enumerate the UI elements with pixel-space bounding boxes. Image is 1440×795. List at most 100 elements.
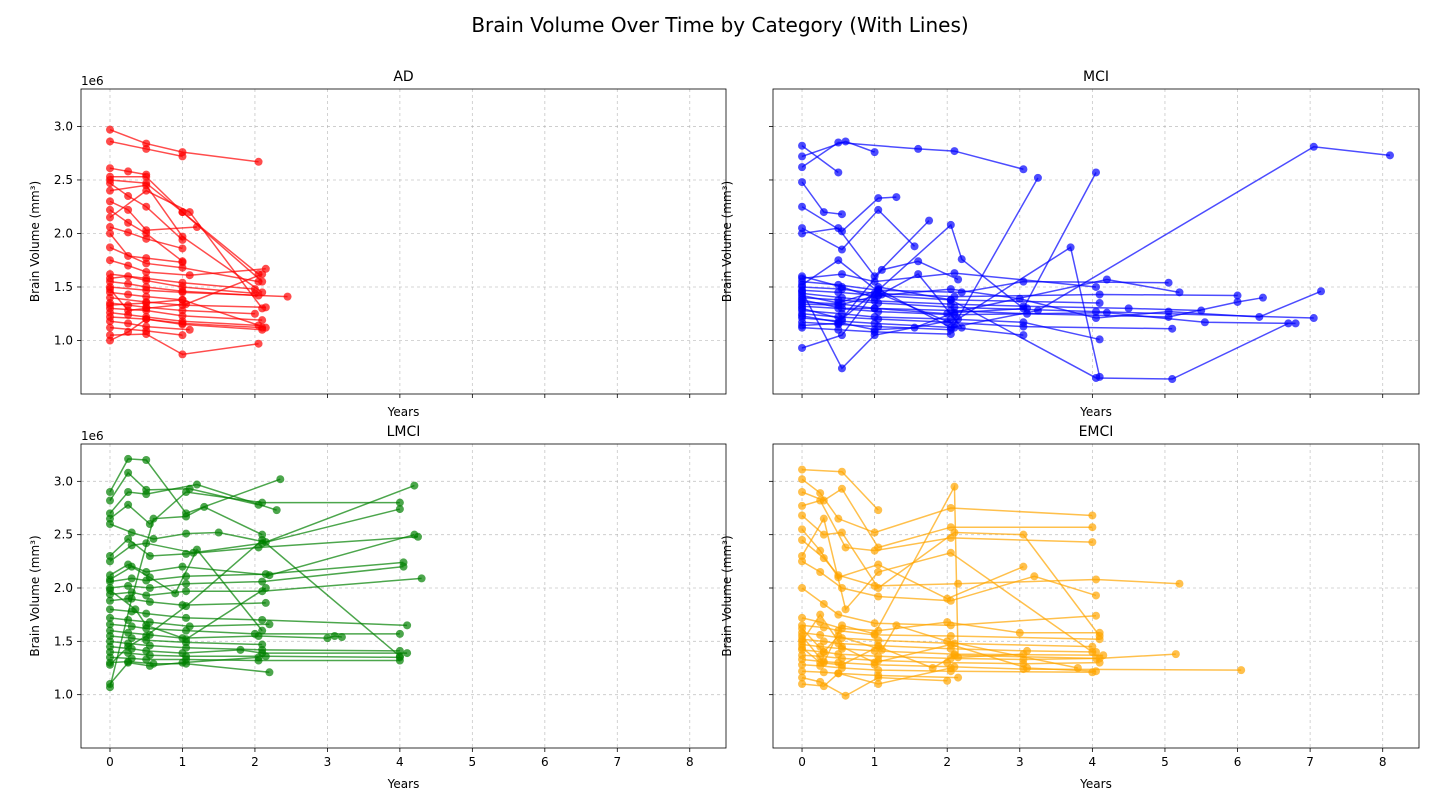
subject-trajectory [105,454,285,518]
data-point [149,534,158,543]
data-point [954,673,963,682]
data-point [914,270,923,279]
data-point [1095,635,1104,644]
data-point [1291,319,1300,328]
data-point [1233,297,1242,306]
data-point [254,653,263,662]
data-point [914,257,923,266]
data-point [834,669,843,678]
series-line [801,309,1100,341]
data-point [105,620,114,629]
y-offset-label: 1e6 [81,429,104,443]
y-tick-label: 1.5 [54,280,73,294]
data-point [1124,304,1133,313]
data-point [819,530,828,539]
data-point [124,272,133,281]
data-point [819,600,828,608]
x-tick-label: 2 [943,755,951,769]
data-point [841,137,850,146]
series-line [109,128,259,163]
data-point [816,489,825,498]
data-point [874,642,883,651]
series-line [109,508,401,562]
data-point [837,364,846,373]
data-point [182,488,191,496]
data-point [874,285,883,294]
data-point [178,263,187,272]
series-line [109,565,404,589]
data-point [258,616,267,624]
data-point [178,350,187,359]
data-point [395,629,404,638]
data-point [946,664,955,672]
data-point [819,514,828,523]
data-point [870,528,879,537]
data-point [178,282,187,291]
subject-trajectory [798,664,955,691]
data-point [254,157,263,166]
series-line [801,296,1314,319]
data-point [950,269,959,278]
subject-trajectory [105,488,404,528]
data-point [127,562,136,571]
x-axis-label: Years [387,777,420,791]
series-line [801,516,1093,653]
data-point [950,482,959,491]
x-axis-label: Years [387,405,420,419]
data-point [892,193,901,202]
series-line [109,299,267,329]
data-point [261,652,270,661]
subject-trajectory [105,164,151,179]
data-point [105,301,114,310]
data-point [258,536,267,544]
data-point [957,323,966,332]
data-point [330,632,339,640]
data-point [1015,628,1024,637]
series-line [801,539,1180,587]
y-axis-label: Brain Volume (mm³) [720,181,734,302]
data-point [925,216,934,225]
data-point [105,488,114,496]
data-point [142,609,151,618]
data-point [124,192,133,201]
data-point [185,271,194,280]
data-point [1033,306,1042,315]
x-tick-label: 7 [613,755,621,769]
data-point [124,642,133,651]
data-point [798,584,807,592]
x-tick-label: 8 [686,755,694,769]
data-point [1088,523,1097,532]
y-tick-label: 2.0 [54,226,73,240]
y-tick-label: 3.0 [54,474,73,488]
data-point [105,137,114,146]
data-point [837,467,846,476]
data-point [798,552,807,560]
subject-trajectory [105,584,270,644]
data-point [145,597,154,606]
data-point [124,454,133,463]
data-point [124,218,133,227]
data-point [105,256,114,265]
x-tick-label: 8 [1379,755,1387,769]
subject-trajectory [798,178,846,219]
data-point [417,574,426,583]
data-point [261,570,270,579]
data-point [1095,290,1104,299]
data-point [946,323,955,332]
x-tick-label: 6 [541,755,549,769]
data-point [127,528,136,537]
data-point [105,125,114,134]
data-point [258,270,267,279]
data-point [874,673,883,682]
data-point [105,223,114,232]
data-point [105,605,114,614]
subject-trajectory [798,257,963,330]
series-line [801,141,1024,170]
data-point [124,534,133,543]
data-point [1164,307,1173,316]
data-point [798,501,807,510]
subject-trajectory [105,480,281,518]
data-point [142,330,151,339]
data-point [124,500,133,509]
data-point [214,528,223,537]
